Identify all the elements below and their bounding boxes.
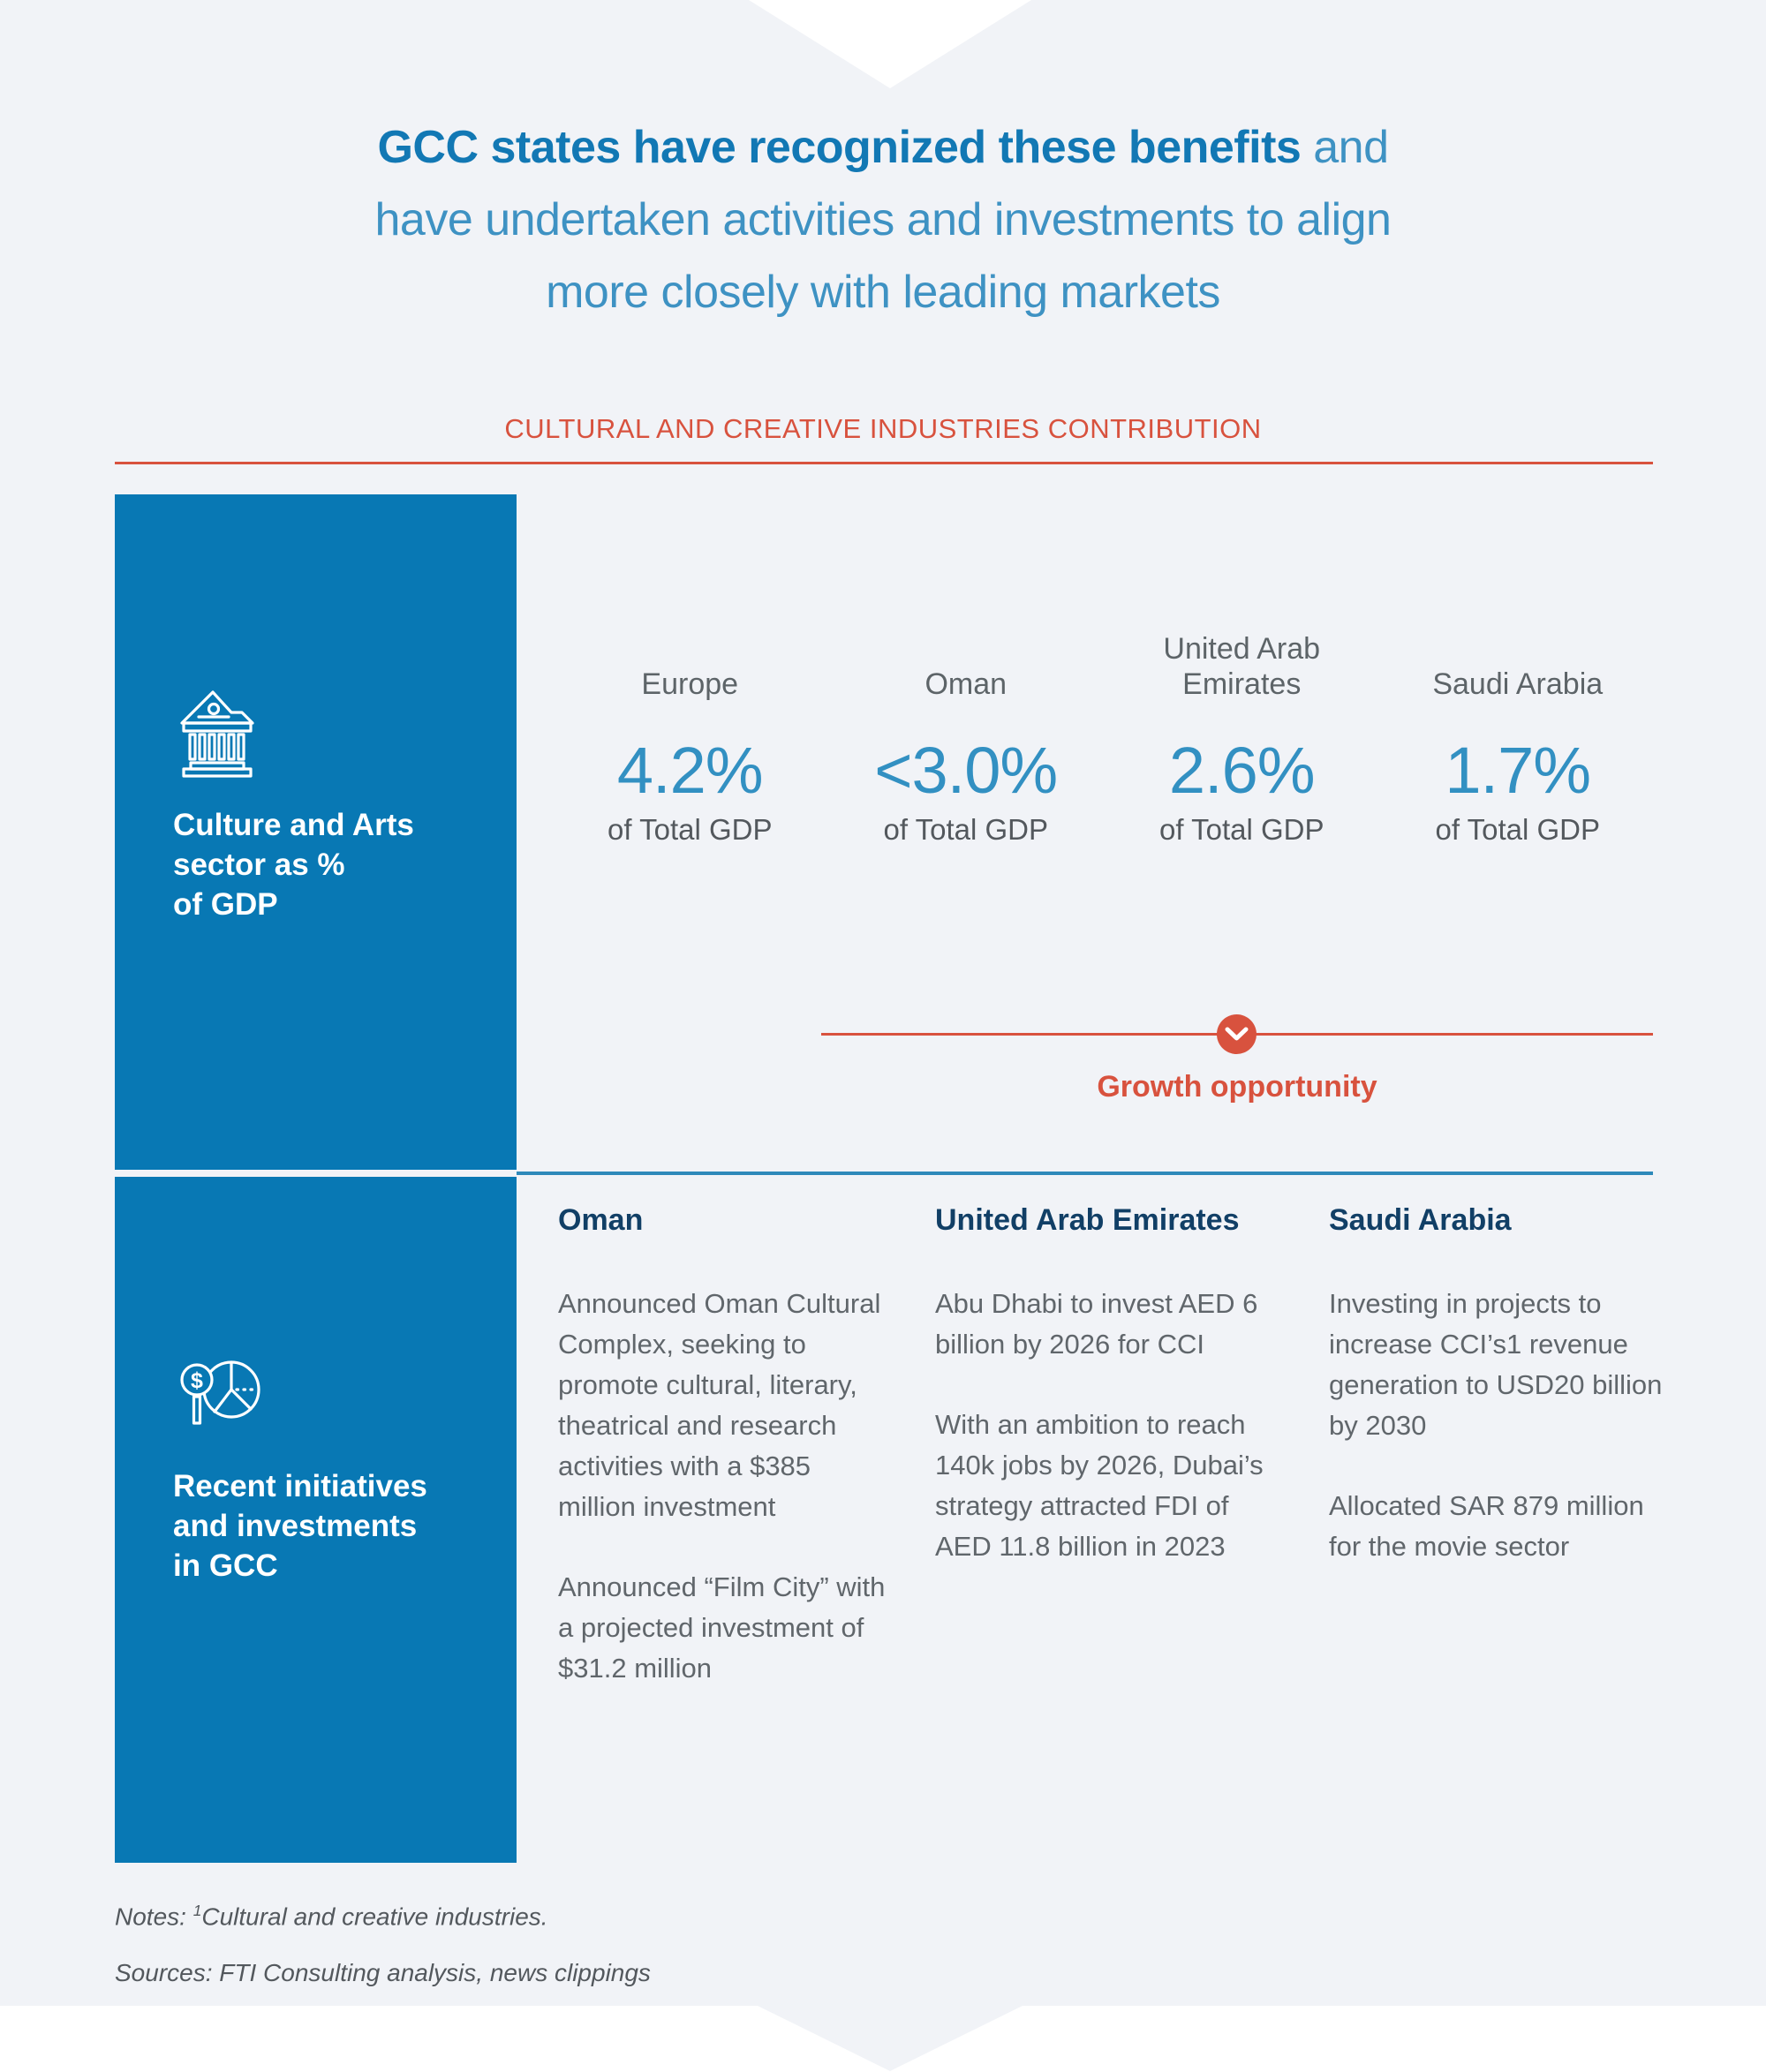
growth-opportunity-label: Growth opportunity: [1097, 1070, 1377, 1104]
column-paragraph: Allocated SAR 879 million for the movie …: [1329, 1490, 1644, 1562]
stat-region-text: Saudi Arabia: [1432, 667, 1604, 701]
sidebar-gdp-label-line1: Culture and Arts: [173, 808, 414, 842]
chevron-down-icon: [1217, 1014, 1257, 1054]
column-paragraph: With an ambition to reach 140k jobs by 2…: [935, 1409, 1264, 1562]
sidebar-initiatives-label-line1: Recent initiatives: [173, 1469, 427, 1503]
notes-superscript: 1: [192, 1902, 202, 1919]
footnotes: Notes: 1Cultural and creative industries…: [115, 1891, 651, 2010]
stat-region-text: Oman: [925, 667, 1008, 701]
magnifier-pie-icon: $: [180, 1360, 260, 1425]
column-paragraph: Investing in projects to increase CCI’s1…: [1329, 1288, 1663, 1441]
initiatives-column-saudi-arabia: Saudi Arabia Investing in projects to in…: [1329, 1201, 1675, 1567]
dollar-glyph: $: [191, 1368, 203, 1393]
sidebar-initiatives-label-line2: and investments: [173, 1509, 418, 1543]
stat-region-text: Europe: [641, 667, 739, 701]
sources-line: Sources: FTI Consulting analysis, news c…: [115, 1959, 651, 1987]
stat-value: 4.2%: [616, 734, 764, 807]
column-heading: United Arab Emirates: [935, 1203, 1240, 1237]
stat-caption: of Total GDP: [1159, 813, 1324, 846]
stat-value: 2.6%: [1168, 734, 1316, 807]
sidebar-gdp-label-line2: sector as %: [173, 848, 345, 882]
stat-caption: of Total GDP: [608, 813, 773, 846]
title-line-1: GCC states have recognized these benefit…: [0, 111, 1766, 184]
notes-prefix: Notes:: [115, 1902, 193, 1931]
stat-region-label: Europe: [552, 569, 828, 702]
bottom-chevron-notch: [758, 2006, 1023, 2071]
sidebar-gdp-block: Culture and Arts sector as % of GDP: [115, 494, 517, 1170]
sidebar-initiatives-block: $ Recent initiatives and investments in …: [115, 1177, 517, 1863]
initiatives-column-uae: United Arab Emirates Abu Dhabi to invest…: [935, 1201, 1287, 1567]
stat-europe: Europe 4.2% of Total GDP: [552, 569, 828, 847]
stat-uae: United Arab Emirates 2.6% of Total GDP: [1104, 569, 1380, 847]
sidebar-gdp-label-line3: of GDP: [173, 887, 278, 922]
title-line-2: have undertaken activities and investmen…: [374, 194, 1392, 245]
column-paragraph: Abu Dhabi to invest AED 6 billion by 202…: [935, 1288, 1258, 1360]
stat-region-label: United Arab Emirates: [1104, 569, 1380, 702]
notes-text: Cultural and creative industries.: [201, 1902, 548, 1931]
title-rest: and: [1301, 122, 1389, 173]
stat-saudi-arabia: Saudi Arabia 1.7% of Total GDP: [1380, 569, 1657, 847]
sidebar-initiatives-label: Recent initiatives and investments in GC…: [173, 1466, 468, 1586]
column-heading: Saudi Arabia: [1329, 1203, 1512, 1237]
top-chevron-notch: [749, 0, 1031, 88]
stat-caption: of Total GDP: [1435, 813, 1600, 846]
bank-icon: [180, 690, 254, 778]
stat-oman: Oman <3.0% of Total GDP: [828, 569, 1105, 847]
section-divider-line: [517, 1172, 1653, 1175]
stat-region-label: Oman: [828, 569, 1105, 702]
page-title: GCC states have recognized these benefit…: [0, 111, 1766, 328]
gdp-stats-row: Europe 4.2% of Total GDP Oman <3.0% of T…: [552, 494, 1656, 847]
title-line-3: more closely with leading markets: [546, 267, 1220, 318]
section-header: CULTURAL AND CREATIVE INDUSTRIES CONTRIB…: [504, 413, 1262, 444]
sidebar-gdp-label: Culture and Arts sector as % of GDP: [173, 805, 468, 924]
initiatives-column-oman: Oman Announced Oman Cultural Complex, se…: [558, 1201, 887, 1689]
stat-caption: of Total GDP: [883, 813, 1048, 846]
stat-value: 1.7%: [1445, 734, 1591, 807]
column-heading: Oman: [558, 1203, 644, 1237]
stat-value: <3.0%: [874, 734, 1058, 807]
stat-region-label: Saudi Arabia: [1380, 569, 1657, 702]
section-header-rule: [115, 462, 1653, 464]
column-paragraph: Announced Oman Cultural Complex, seeking…: [558, 1288, 881, 1522]
stat-region-text: United Arab Emirates: [1163, 632, 1321, 701]
column-paragraph: Announced “Film City” with a projected i…: [558, 1571, 886, 1684]
title-bold: GCC states have recognized these benefit…: [377, 122, 1302, 173]
notes-line: Notes: 1Cultural and creative industries…: [115, 1891, 651, 1936]
sidebar-initiatives-label-line3: in GCC: [173, 1548, 278, 1583]
